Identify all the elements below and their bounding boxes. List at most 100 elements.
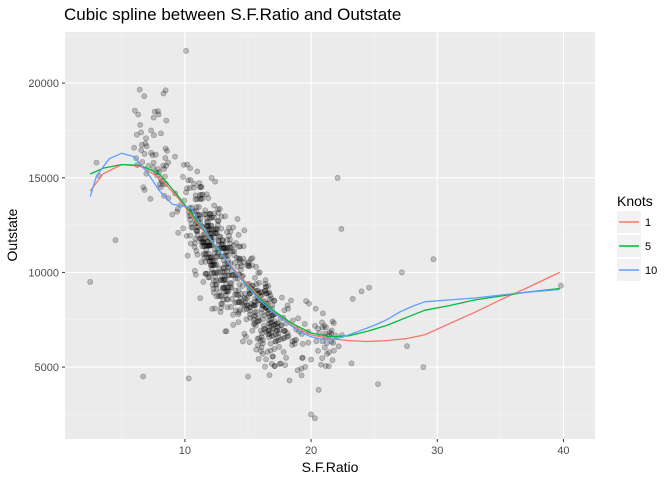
scatter-point: [259, 337, 266, 343]
scatter-point: [224, 236, 230, 243]
scatter-point: [222, 248, 229, 255]
scatter-point: [200, 251, 207, 257]
scatter-point: [220, 265, 227, 271]
scatter-point: [232, 291, 239, 298]
scatter-point: [259, 330, 265, 337]
y-axis: 5000 10000 15000 20000: [28, 78, 65, 374]
scatter-point: [232, 287, 239, 294]
scatter-point: [211, 261, 218, 268]
scatter-point: [180, 225, 187, 232]
scatter-point: [156, 181, 163, 188]
scatter-point: [219, 300, 226, 307]
scatter-point: [239, 338, 246, 345]
scatter-point: [274, 323, 281, 330]
scatter-point: [215, 206, 221, 212]
scatter-point: [271, 363, 278, 369]
scatter-point: [164, 147, 170, 154]
scatter-point: [272, 338, 279, 345]
scatter-point: [272, 321, 279, 328]
scatter-point: [213, 277, 219, 284]
scatter-point: [205, 222, 212, 229]
scatter-point: [199, 195, 206, 202]
scatter-point: [255, 342, 261, 349]
scatter-point: [217, 277, 224, 284]
scatter-point: [225, 284, 232, 291]
scatter-point: [131, 144, 137, 151]
scatter-point: [558, 282, 564, 289]
scatter-point: [193, 228, 200, 234]
scatter-point: [247, 314, 253, 321]
scatter-point: [259, 340, 266, 347]
scatter-point: [208, 242, 214, 249]
scatter-point: [93, 159, 100, 166]
scatter-point: [223, 229, 230, 235]
scatter-point: [280, 328, 287, 334]
scatter-point: [321, 344, 328, 351]
scatter-point: [222, 213, 228, 220]
scatter-point: [210, 270, 217, 276]
scatter-point: [299, 355, 305, 361]
scatter-point: [197, 295, 204, 301]
scatter-point: [274, 327, 280, 334]
scatter-point: [269, 312, 276, 319]
scatter-point: [244, 302, 250, 309]
scatter-point: [220, 241, 227, 248]
scatter-point: [206, 242, 212, 249]
scatter-point: [265, 331, 271, 338]
scatter-point: [238, 298, 245, 305]
scatter-point: [280, 349, 287, 355]
scatter-point: [87, 278, 94, 285]
scatter-point: [236, 255, 243, 262]
scatter-point: [255, 314, 262, 321]
scatter-point: [191, 267, 198, 274]
scatter-point: [163, 162, 169, 169]
scatter-point: [319, 310, 326, 317]
scatter-point: [265, 282, 272, 289]
scatter-point: [211, 202, 218, 209]
scatter-point: [226, 224, 232, 231]
scatter-point: [131, 107, 138, 114]
scatter-point: [189, 224, 196, 231]
scatter-point: [190, 184, 197, 191]
scatter-point: [202, 235, 209, 241]
scatter-point: [221, 260, 228, 267]
scatter-point: [212, 226, 219, 232]
scatter-point: [251, 302, 258, 309]
scatter-point: [305, 339, 312, 346]
scatter-point: [211, 269, 218, 276]
scatter-point: [199, 191, 206, 198]
scatter-point: [154, 108, 161, 114]
scatter-point: [220, 284, 227, 291]
scatter-point: [203, 219, 210, 225]
scatter-point: [215, 241, 222, 248]
scatter-point: [194, 168, 201, 175]
scatter-point: [244, 302, 251, 309]
scatter-point: [257, 337, 264, 344]
scatter-point: [227, 284, 234, 291]
scatter-point: [267, 340, 274, 347]
scatter-point: [214, 226, 221, 232]
scatter-point: [243, 305, 250, 312]
scatter-point: [206, 254, 212, 261]
scatter-point: [328, 338, 335, 345]
scatter-point: [216, 269, 223, 276]
legend-label: 1: [645, 217, 651, 229]
scatter-point: [219, 237, 226, 244]
scatter-point: [271, 318, 278, 325]
scatter-point: [271, 362, 278, 369]
scatter-point: [301, 320, 308, 327]
scatter-point: [174, 208, 180, 215]
scatter-point: [208, 222, 215, 229]
scatter-point: [208, 262, 215, 269]
scatter-point: [224, 304, 231, 311]
scatter-point: [221, 268, 228, 275]
scatter-point: [237, 295, 244, 301]
scatter-point: [216, 233, 223, 240]
scatter-point: [298, 365, 305, 372]
scatter-point: [225, 288, 232, 295]
scatter-point: [191, 244, 198, 250]
scatter-point: [235, 231, 242, 238]
scatter-point: [138, 129, 144, 136]
scatter-point: [251, 321, 257, 328]
scatter-point: [200, 278, 207, 285]
